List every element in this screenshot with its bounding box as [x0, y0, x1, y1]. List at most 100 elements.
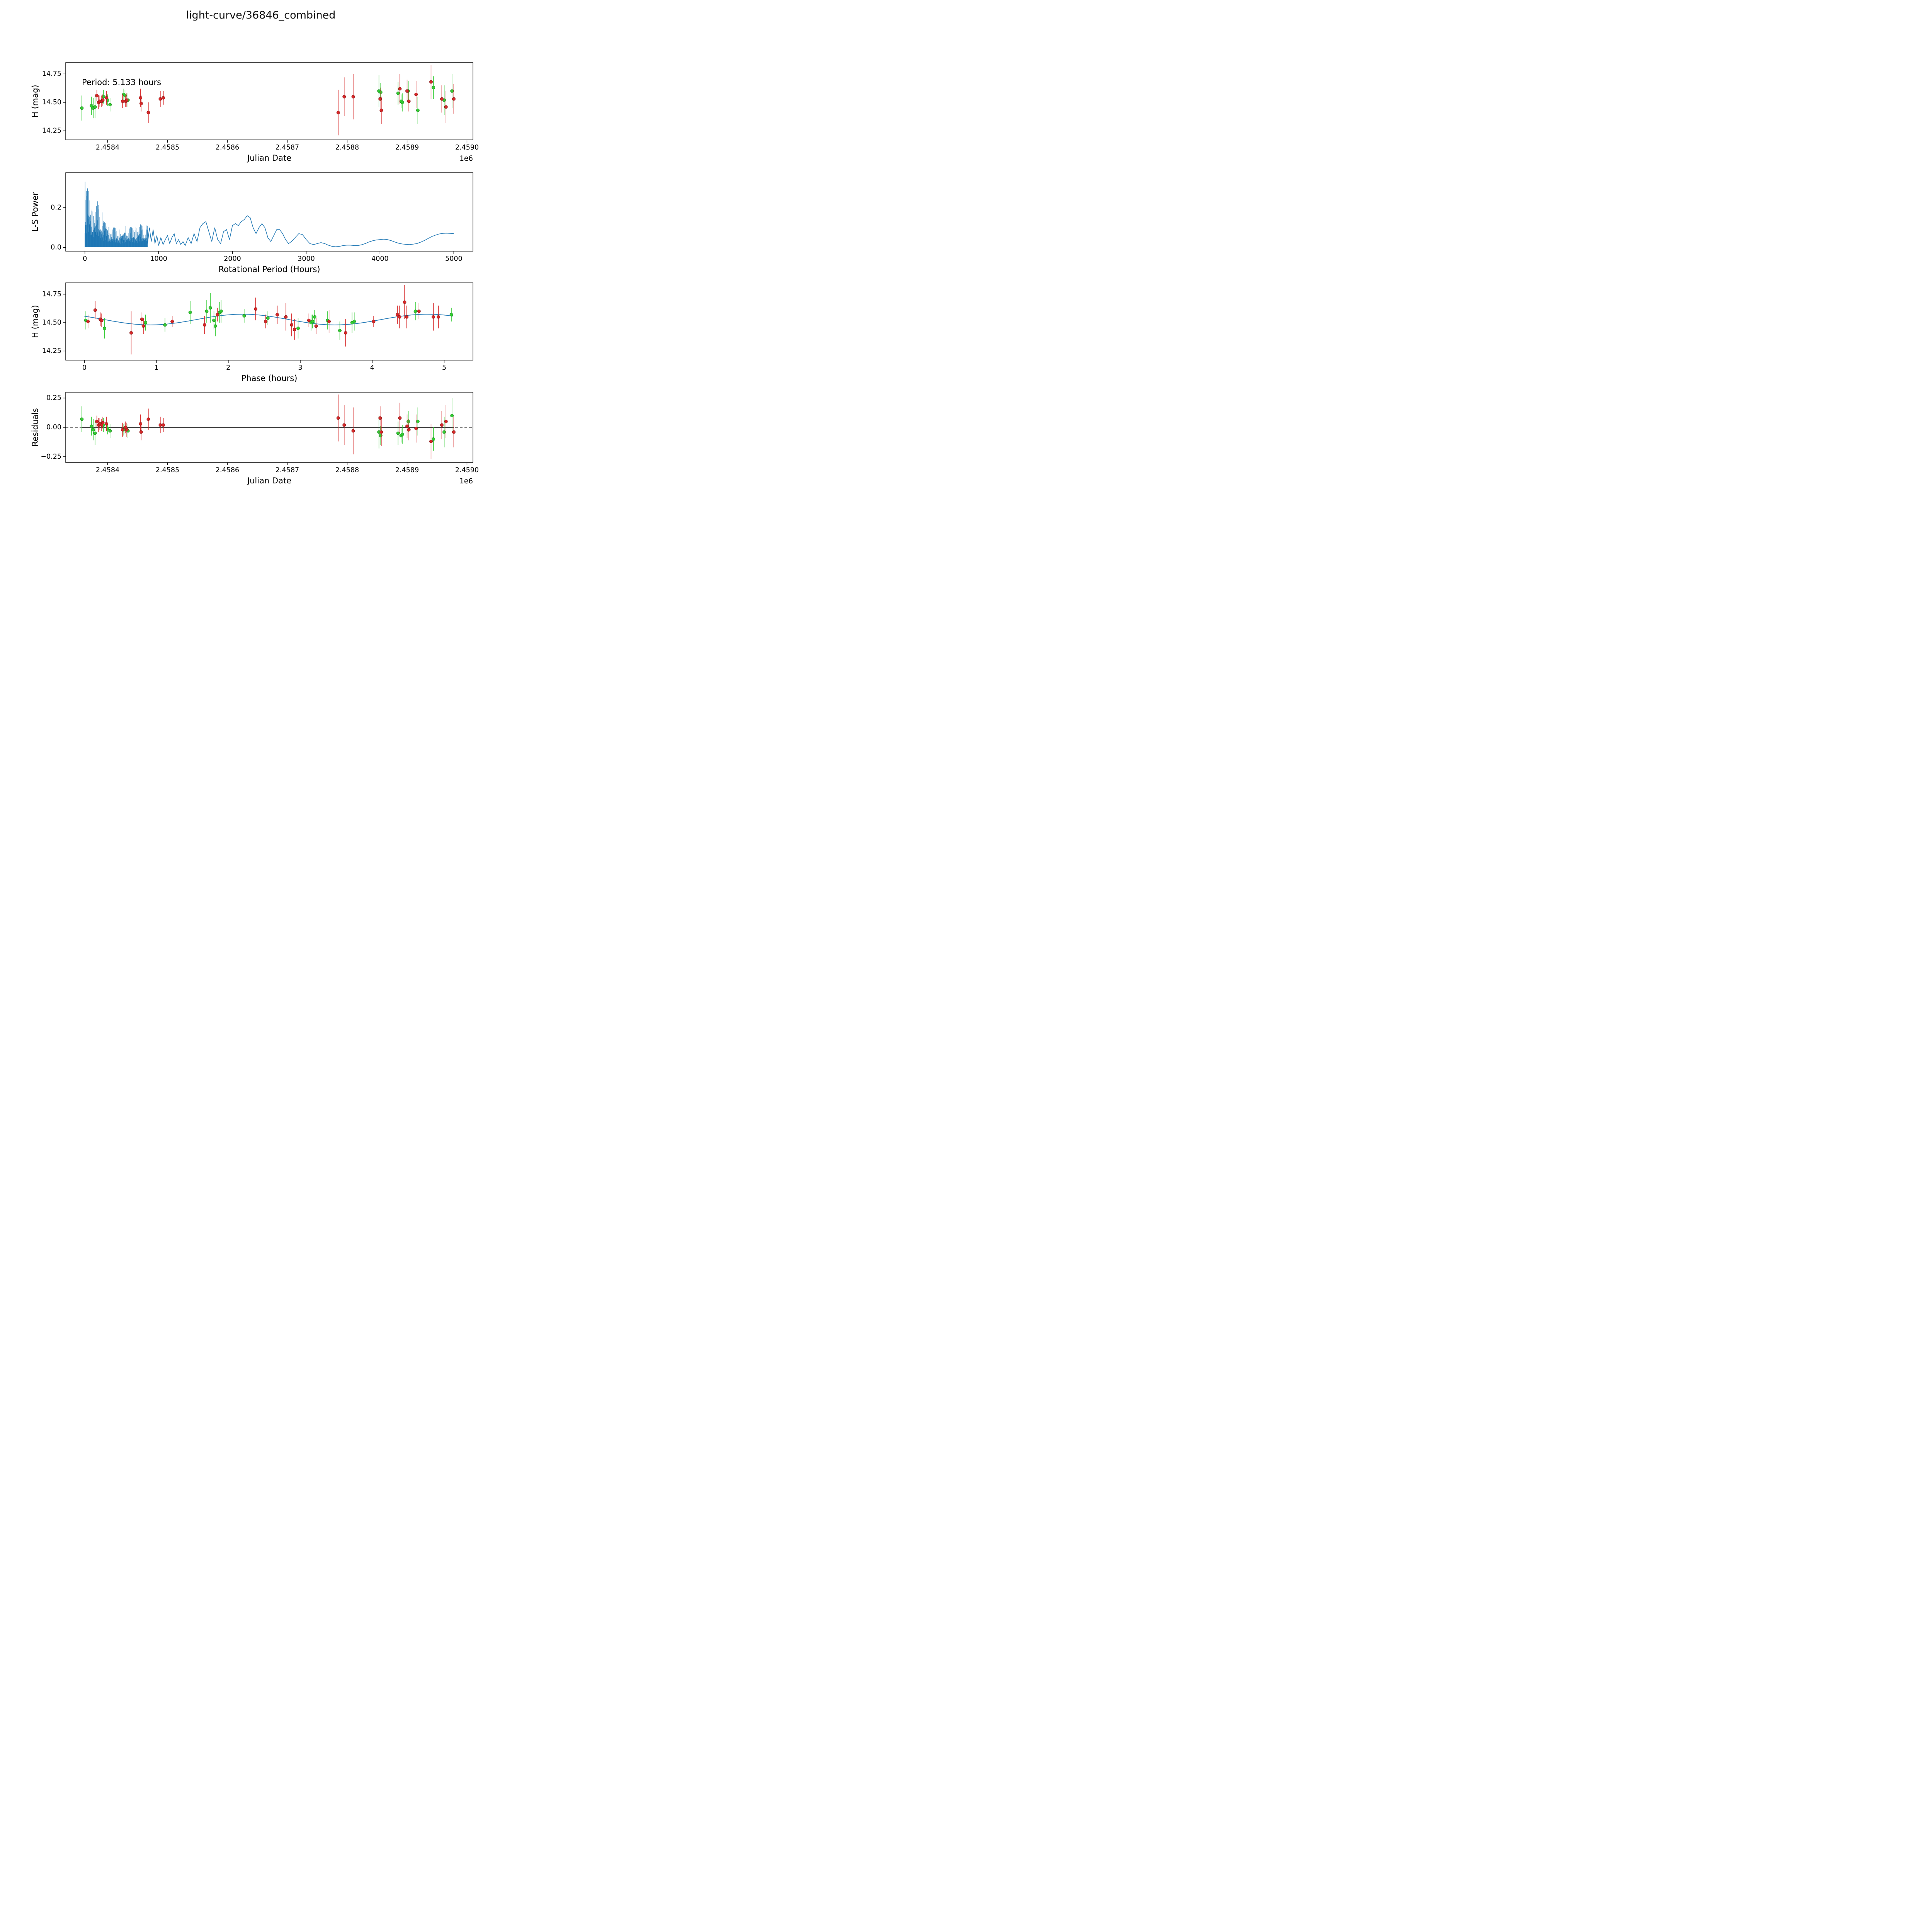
x-tick-label: 2.4586	[216, 144, 239, 151]
x-tick-label: 4	[370, 364, 374, 372]
phased-series-green	[84, 293, 453, 340]
data-point	[351, 95, 355, 99]
data-point	[407, 428, 411, 432]
data-point	[93, 431, 97, 435]
data-point	[416, 420, 420, 423]
data-point	[344, 331, 347, 335]
data-point	[162, 96, 165, 100]
data-point	[414, 427, 418, 430]
data-point	[311, 320, 315, 323]
data-point	[442, 430, 446, 434]
data-point	[102, 95, 105, 99]
x-tick-label: 2.4588	[335, 144, 359, 151]
y-tick-label: −0.25	[41, 453, 61, 461]
data-point	[103, 327, 107, 330]
data-point	[162, 423, 165, 427]
data-point	[216, 313, 219, 316]
data-point	[437, 315, 440, 319]
y-tick-label: 14.75	[42, 290, 61, 298]
x-tick-label: 2.4584	[96, 466, 119, 474]
lightcurve-series-red	[95, 65, 456, 136]
data-point	[140, 317, 144, 321]
y-tick-label: 14.50	[42, 99, 61, 106]
periodogram-xlabel: Rotational Period (Hours)	[218, 265, 320, 274]
figure-canvas: 2.4584 2.4585 2.4586 2.4587 2.4588 2.4589 2.45…	[31, 62, 479, 485]
x-tick-label: 2000	[224, 255, 241, 263]
data-point	[417, 310, 421, 313]
data-point	[254, 307, 258, 311]
y-tick-label: 14.50	[42, 319, 61, 327]
data-point	[93, 105, 97, 109]
residuals-series-red	[95, 395, 456, 459]
data-point	[416, 109, 420, 112]
data-point	[80, 106, 84, 110]
data-point	[266, 316, 270, 320]
x-tick-label: 2.4585	[156, 466, 179, 474]
data-point	[396, 313, 399, 316]
phased-axes-frame	[65, 282, 473, 361]
data-point	[440, 97, 444, 101]
x-tick-label: 2.4590	[455, 466, 479, 474]
phased-data	[84, 285, 453, 355]
data-point	[106, 427, 109, 430]
periodogram-ylabel: L-S Power	[31, 192, 40, 232]
data-point	[170, 320, 174, 323]
data-point	[293, 328, 296, 332]
data-point	[429, 80, 433, 84]
data-point	[379, 90, 383, 94]
data-point	[450, 89, 454, 93]
data-point	[141, 324, 145, 328]
data-point	[108, 429, 112, 433]
data-point	[202, 323, 206, 327]
data-point	[379, 434, 383, 437]
residuals-ylabel: Residuals	[31, 408, 40, 447]
figure-title: light-curve/36846_combined	[186, 9, 336, 21]
data-point	[205, 310, 209, 313]
phased-xlabel: Phase (hours)	[242, 374, 298, 383]
y-tick-label: 14.25	[42, 347, 61, 355]
data-point	[188, 311, 192, 314]
lightcurve-data	[80, 65, 456, 136]
lightcurve-offset-label: 1e6	[459, 155, 473, 163]
residuals-panel: 2.4584 2.4585 2.4586 2.4587 2.4588 2.4589 2.45…	[31, 392, 479, 485]
x-tick-label: 1000	[150, 255, 167, 263]
x-tick-label: 2.4584	[96, 144, 119, 151]
x-tick-label: 2	[226, 364, 230, 372]
data-point	[450, 414, 454, 418]
y-tick-label: 0.00	[46, 423, 61, 431]
data-point	[338, 329, 342, 332]
data-point	[139, 96, 143, 100]
data-point	[146, 417, 150, 421]
x-tick-label: 2.4586	[216, 466, 239, 474]
data-point	[144, 321, 148, 325]
x-tick-label: 0	[83, 255, 87, 263]
x-tick-label: 5	[442, 364, 446, 372]
x-tick-label: 0	[82, 364, 87, 372]
residuals-offset-label: 1e6	[459, 477, 473, 485]
data-point	[327, 320, 331, 323]
data-point	[342, 95, 346, 99]
data-point	[432, 437, 435, 441]
data-point	[432, 315, 435, 319]
data-point	[452, 97, 456, 101]
data-point	[123, 94, 127, 97]
lightcurve-axes-frame	[65, 62, 473, 140]
data-point	[219, 310, 223, 313]
data-point	[158, 423, 162, 427]
data-point	[139, 430, 143, 434]
periodogram-line	[147, 215, 454, 247]
data-point	[342, 423, 346, 427]
data-point	[296, 327, 300, 330]
data-point	[405, 424, 409, 428]
data-point	[403, 300, 406, 304]
data-point	[121, 99, 124, 103]
data-point	[449, 313, 453, 316]
phased-ylabel: H (mag)	[31, 305, 40, 338]
data-point	[396, 91, 400, 95]
x-tick-label: 2.4587	[276, 466, 299, 474]
lightcurve-panel: 2.4584 2.4585 2.4586 2.4587 2.4588 2.4589 2.45…	[31, 62, 479, 163]
x-tick-label: 4000	[371, 255, 389, 263]
period-annotation: Period: 5.133 hours	[82, 78, 161, 87]
data-point	[95, 420, 99, 423]
x-tick-label: 2.4589	[395, 144, 419, 151]
